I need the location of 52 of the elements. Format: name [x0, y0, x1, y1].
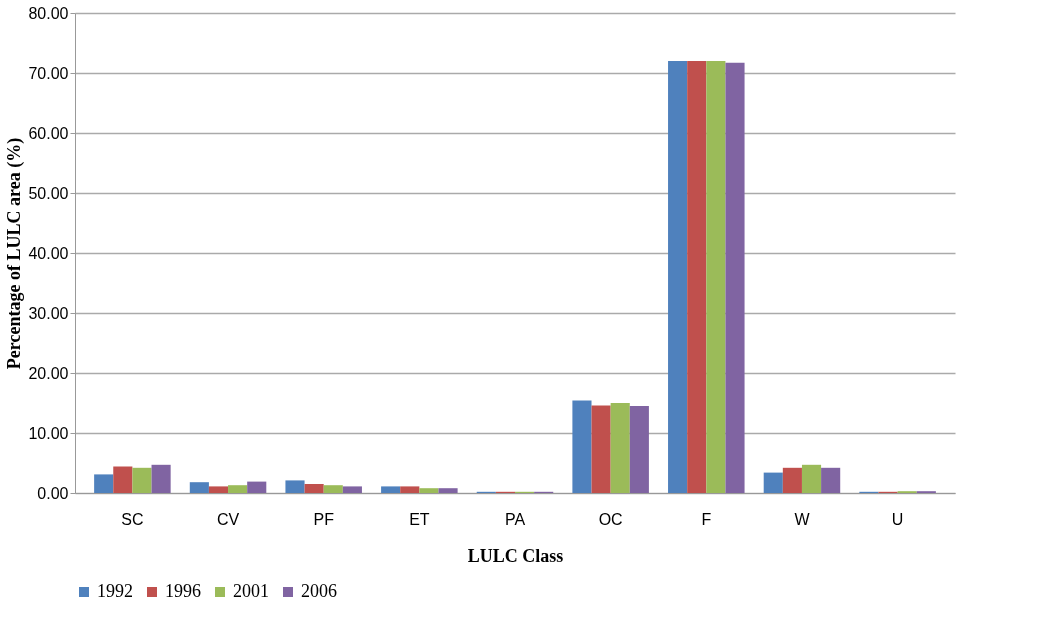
bar — [113, 466, 133, 493]
bar — [668, 61, 688, 493]
y-tick-label: 60.00 — [28, 124, 69, 142]
y-axis-title: Percentage of LULC area (%) — [4, 137, 26, 370]
bar — [591, 405, 611, 493]
legend-label: 1992 — [97, 581, 133, 601]
x-tick-label: W — [794, 510, 811, 528]
y-tick-label: 20.00 — [28, 364, 69, 382]
bar — [381, 486, 401, 493]
legend-label: 2001 — [233, 581, 269, 601]
bar — [323, 485, 343, 493]
y-tick-label: 50.00 — [28, 184, 69, 202]
bar — [438, 488, 458, 493]
bar — [725, 62, 745, 493]
bar — [782, 467, 802, 493]
bar — [572, 400, 592, 493]
bar — [247, 481, 267, 493]
y-tick-label: 40.00 — [28, 244, 69, 262]
x-tick-label: PF — [313, 510, 335, 528]
x-tick-label: U — [891, 510, 904, 528]
y-tick-label: 70.00 — [28, 64, 69, 82]
x-tick-label: SC — [121, 510, 144, 528]
bar — [189, 482, 209, 493]
legend-label: 1996 — [165, 581, 201, 601]
x-tick-label: ET — [409, 510, 430, 528]
bar — [151, 464, 171, 493]
y-tick-label: 0.00 — [37, 484, 69, 502]
bar — [706, 61, 726, 493]
bar — [400, 486, 420, 493]
bar — [94, 474, 114, 493]
bar — [821, 467, 841, 493]
bar — [419, 488, 439, 493]
bar — [228, 485, 248, 493]
bar — [208, 486, 229, 493]
bar — [342, 486, 362, 493]
bar — [132, 467, 152, 493]
y-tick-label: 80.00 — [28, 4, 69, 22]
x-tick-label: F — [701, 510, 712, 528]
y-tick-label: 30.00 — [28, 304, 69, 322]
bar — [285, 480, 305, 493]
x-tick-label: PA — [504, 510, 526, 528]
bar — [687, 61, 707, 493]
bar — [801, 464, 822, 493]
legend-label: 2006 — [301, 581, 337, 601]
x-axis-title: LULC Class — [467, 545, 564, 566]
bar — [304, 484, 324, 493]
bar — [629, 406, 649, 493]
x-tick-label: CV — [216, 510, 240, 528]
bar — [610, 403, 630, 493]
bar — [763, 472, 783, 493]
x-tick-label: OC — [598, 510, 623, 528]
y-tick-label: 10.00 — [28, 424, 69, 442]
